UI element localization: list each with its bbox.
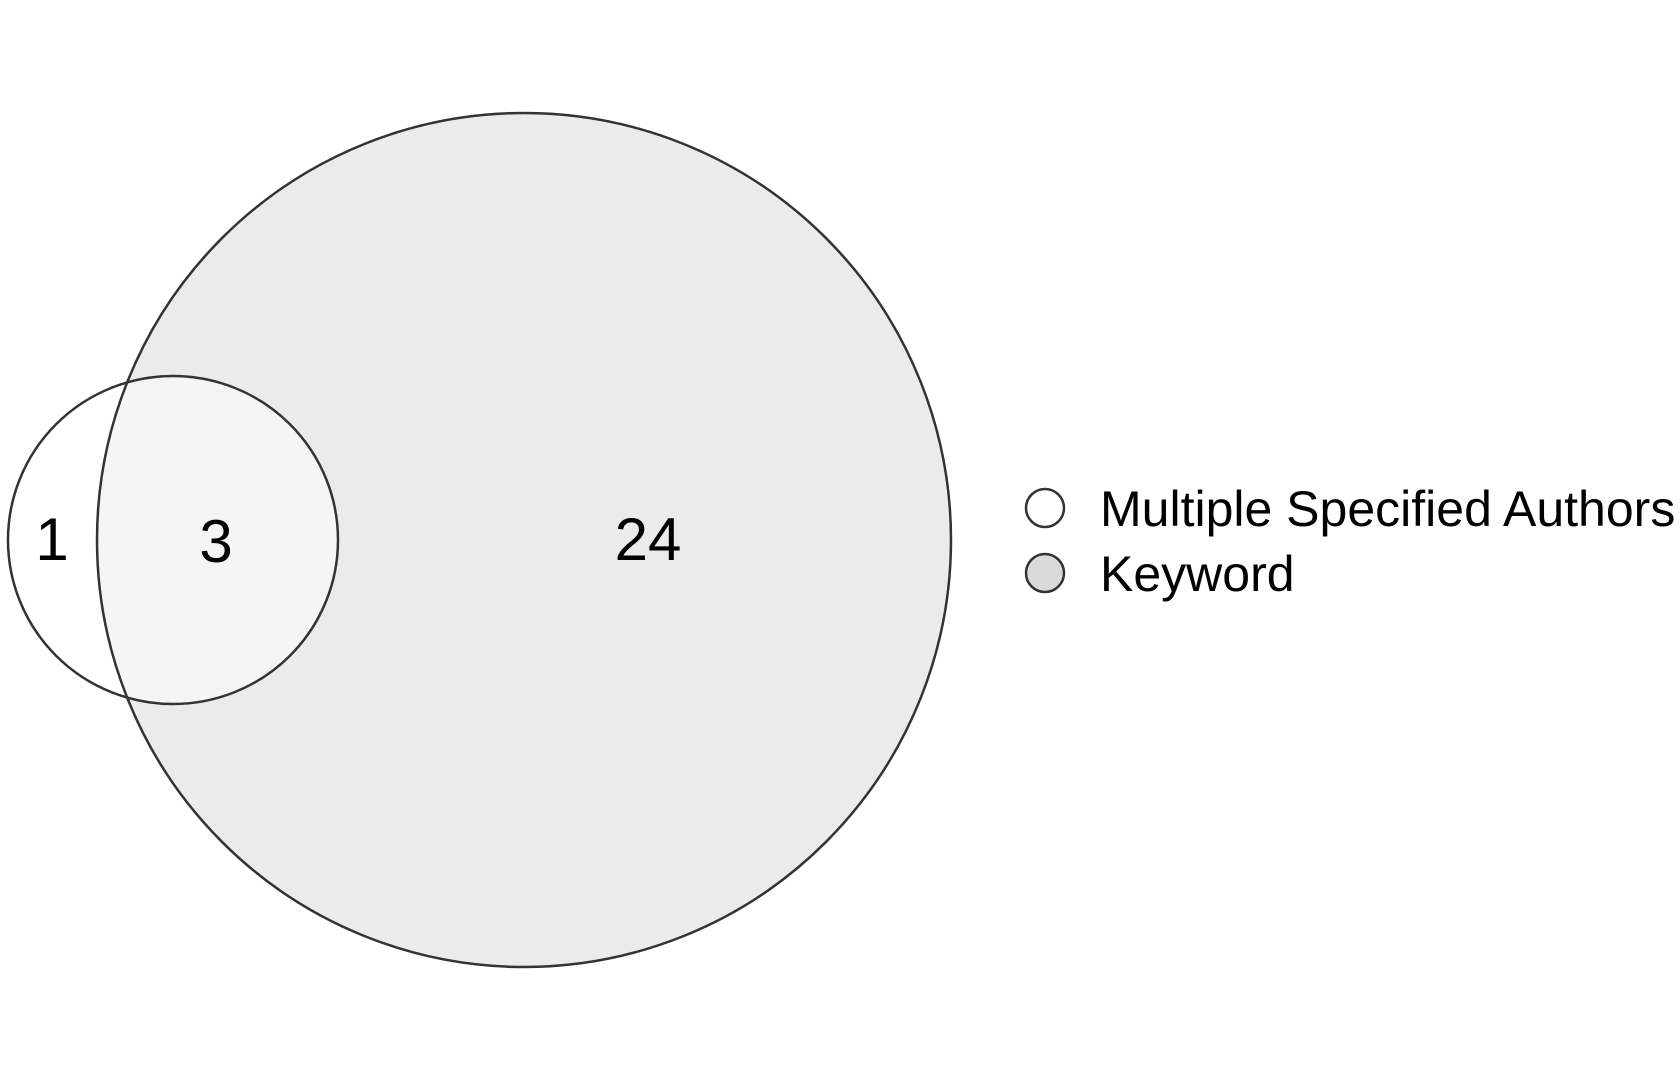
keyword-set-circle: [97, 113, 951, 967]
legend-label-authors: Multiple Specified Authors: [1100, 481, 1675, 537]
legend-label-keyword: Keyword: [1100, 546, 1295, 602]
keyword-set-outline: [95, 111, 953, 969]
intersection-count: 3: [199, 508, 232, 575]
only-authors-count: 1: [35, 506, 68, 573]
legend-swatch-keyword: [1024, 552, 1066, 594]
legend-swatch-authors: [1024, 487, 1066, 529]
intersection-region: [97, 376, 338, 704]
legend: Multiple Specified Authors Keyword: [1024, 481, 1675, 602]
only-keyword-count: 24: [615, 506, 682, 573]
authors-set-outline: [6, 374, 340, 706]
